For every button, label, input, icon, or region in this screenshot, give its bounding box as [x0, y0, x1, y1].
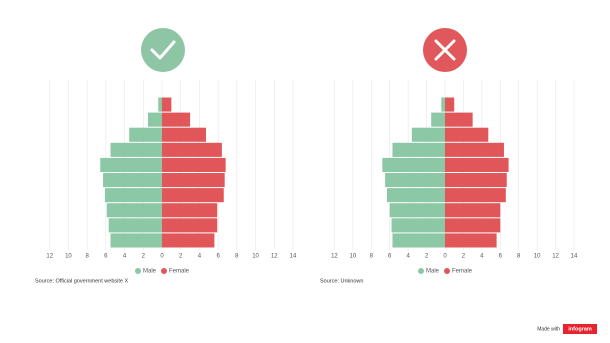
x-tick-label: 12: [331, 254, 338, 260]
legend-label: Female: [169, 269, 190, 275]
bar: [158, 97, 162, 112]
bar: [147, 112, 162, 127]
bar: [104, 188, 162, 203]
x-tick-label: 8: [85, 254, 89, 260]
x-tick-label: 6: [216, 254, 220, 260]
bar: [162, 127, 206, 142]
legend-swatch: [161, 268, 167, 274]
x-tick-label: 10: [252, 254, 259, 260]
bar: [162, 188, 224, 203]
bar: [445, 97, 455, 112]
x-tick-label: 10: [534, 254, 541, 260]
x-tick-label: 10: [65, 254, 72, 260]
legend-swatch: [444, 268, 450, 274]
bar: [103, 173, 162, 188]
x-tick-label: 0: [443, 254, 447, 260]
x-tick-label: 4: [406, 254, 410, 260]
bar: [162, 97, 172, 112]
x-tick-label: 8: [370, 254, 374, 260]
bar: [445, 233, 497, 248]
legend-swatch: [135, 268, 141, 274]
bar: [110, 233, 162, 248]
x-tick-label: 2: [179, 254, 183, 260]
legend-swatch: [418, 268, 424, 274]
source-note: Source: Unknown: [320, 278, 363, 284]
x-tick-label: 12: [271, 254, 278, 260]
x-tick-label: 6: [104, 254, 108, 260]
bar: [411, 127, 445, 142]
x-tick-label: 12: [46, 254, 53, 260]
x-tick-label: 8: [235, 254, 239, 260]
bar: [129, 127, 162, 142]
footer-brand: infogram: [568, 326, 592, 332]
x-tick-label: 2: [425, 254, 429, 260]
x-tick-label: 6: [388, 254, 392, 260]
bar: [162, 233, 215, 248]
bar: [162, 218, 218, 233]
bar: [445, 112, 473, 127]
bar: [382, 157, 445, 172]
legend-label: Male: [143, 269, 157, 275]
bar: [162, 112, 191, 127]
bar: [392, 142, 445, 157]
bar: [106, 203, 162, 218]
bar: [441, 97, 445, 112]
x-tick-label: 4: [123, 254, 127, 260]
bar: [389, 203, 445, 218]
legend-label: Female: [452, 269, 473, 275]
bar: [445, 127, 489, 142]
bar: [162, 157, 226, 172]
bar: [385, 173, 445, 188]
x-tick-label: 12: [552, 254, 559, 260]
bar: [162, 173, 225, 188]
x-tick-label: 6: [499, 254, 503, 260]
x-tick-label: 14: [571, 254, 578, 260]
bar: [391, 218, 445, 233]
x-tick-label: 4: [480, 254, 484, 260]
check-icon: [141, 28, 185, 72]
x-tick-label: 4: [198, 254, 202, 260]
bar: [100, 157, 162, 172]
legend-label: Male: [426, 269, 440, 275]
x-tick-label: 8: [517, 254, 521, 260]
bar: [110, 142, 162, 157]
bar: [445, 218, 501, 233]
bar: [386, 188, 445, 203]
bar: [392, 233, 445, 248]
bar: [431, 112, 445, 127]
bar: [445, 203, 501, 218]
bar: [445, 157, 509, 172]
bar: [445, 142, 504, 157]
bar: [162, 142, 222, 157]
x-tick-label: 10: [350, 254, 357, 260]
brand-badge: [563, 324, 597, 334]
bar: [108, 218, 162, 233]
bar: [162, 203, 218, 218]
footer-made-with: Made with: [537, 326, 560, 332]
cross-icon: [423, 28, 467, 72]
x-tick-label: 0: [160, 254, 164, 260]
source-note: Source: Official government website X: [35, 278, 128, 284]
bar: [445, 173, 507, 188]
x-tick-label: 2: [462, 254, 466, 260]
bar: [445, 188, 506, 203]
x-tick-label: 2: [142, 254, 146, 260]
x-tick-label: 14: [290, 254, 297, 260]
